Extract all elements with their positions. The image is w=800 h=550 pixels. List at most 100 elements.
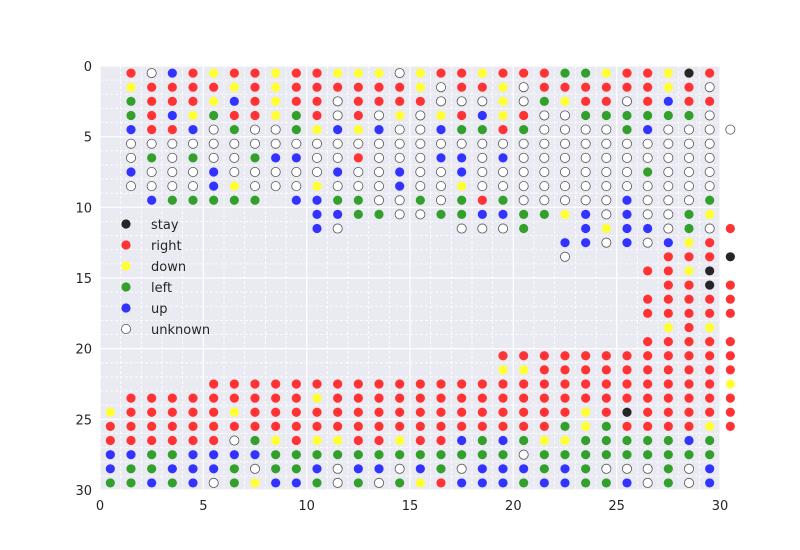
point-unknown (601, 209, 612, 220)
point-left (705, 195, 715, 205)
point-unknown (394, 124, 405, 135)
point-unknown (684, 477, 695, 488)
point-unknown (601, 152, 612, 163)
point-right (539, 82, 549, 92)
point-unknown (601, 138, 612, 149)
point-unknown (456, 96, 467, 107)
point-up (663, 238, 673, 248)
point-right (353, 435, 363, 446)
point-unknown (249, 124, 260, 135)
point-right (601, 379, 611, 389)
point-unknown (539, 152, 550, 163)
point-right (147, 82, 157, 92)
point-up (312, 195, 322, 205)
point-down (663, 68, 673, 78)
point-up (622, 195, 632, 205)
point-up (498, 435, 508, 446)
point-unknown (394, 152, 405, 163)
point-left (415, 450, 425, 460)
legend-label-right: right (151, 239, 182, 254)
point-right (229, 421, 239, 431)
point-left (539, 96, 549, 106)
point-left (477, 450, 487, 460)
point-unknown (373, 166, 384, 177)
point-right (188, 68, 198, 78)
point-right (353, 393, 363, 403)
point-right (457, 393, 467, 403)
point-right (560, 82, 570, 92)
point-right (519, 110, 529, 121)
point-up (395, 181, 405, 191)
point-up (167, 68, 177, 78)
point-right (126, 68, 136, 78)
point-unknown (208, 152, 219, 163)
point-unknown (518, 195, 529, 206)
point-left (519, 435, 529, 446)
point-unknown (435, 96, 446, 107)
point-left (229, 195, 239, 205)
point-down (684, 266, 694, 276)
point-right (725, 223, 735, 234)
point-unknown (291, 181, 302, 192)
y-tick-label: 25 (75, 413, 92, 428)
point-left (209, 195, 219, 205)
point-up (477, 464, 487, 474)
point-unknown (126, 181, 137, 192)
point-right (457, 421, 467, 431)
point-left (457, 125, 467, 135)
point-up (209, 450, 219, 460)
point-unknown (580, 138, 591, 149)
point-down (271, 96, 281, 106)
y-axis-ticks: 0 5 10 15 20 25 30 (75, 60, 92, 499)
point-right (705, 238, 715, 248)
point-right (415, 435, 425, 446)
point-unknown (560, 124, 571, 135)
point-unknown (435, 181, 446, 192)
point-left (643, 110, 653, 121)
point-right (498, 379, 508, 389)
point-up (374, 464, 384, 474)
point-left (663, 478, 673, 488)
point-right (395, 407, 405, 417)
point-right (291, 421, 301, 431)
point-unknown (208, 138, 219, 149)
point-up (291, 195, 301, 205)
point-unknown (497, 138, 508, 149)
point-left (271, 450, 281, 460)
point-right (560, 379, 570, 389)
point-unknown (580, 195, 591, 206)
point-right (147, 125, 157, 135)
point-right (684, 294, 694, 304)
point-unknown (560, 251, 571, 262)
point-right (333, 379, 343, 389)
point-right (581, 96, 591, 106)
point-right (663, 421, 673, 431)
point-right (229, 393, 239, 403)
point-left (519, 209, 529, 219)
point-left (539, 464, 549, 474)
x-tick-label: 10 (298, 499, 315, 514)
point-right (147, 435, 157, 446)
point-unknown (435, 166, 446, 177)
point-left (229, 478, 239, 488)
point-down (126, 82, 136, 92)
point-right (395, 82, 405, 92)
point-right (147, 407, 157, 417)
point-up (560, 238, 570, 248)
point-down (560, 209, 570, 219)
point-unknown (311, 152, 322, 163)
point-unknown (622, 138, 633, 149)
point-right (312, 68, 322, 78)
point-unknown (622, 181, 633, 192)
point-left (643, 435, 653, 446)
point-left (457, 450, 467, 460)
point-up (395, 167, 405, 177)
point-up (105, 464, 115, 474)
point-right (581, 82, 591, 92)
point-left (395, 450, 405, 460)
point-unknown (435, 195, 446, 206)
point-up (209, 464, 219, 474)
point-down (250, 478, 260, 488)
point-unknown (167, 181, 178, 192)
point-up (105, 450, 115, 460)
